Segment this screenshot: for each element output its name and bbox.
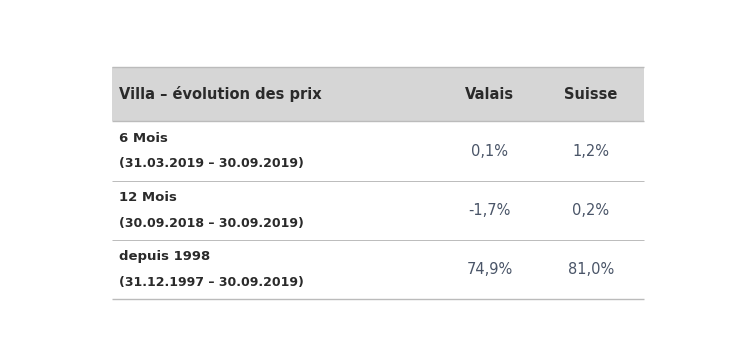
Text: 6 Mois: 6 Mois [119,131,168,144]
Text: 1,2%: 1,2% [573,143,610,159]
Text: Villa – évolution des prix: Villa – évolution des prix [119,86,322,102]
Text: 0,2%: 0,2% [573,202,610,218]
Text: (30.09.2018 – 30.09.2019): (30.09.2018 – 30.09.2019) [119,217,304,230]
Text: 81,0%: 81,0% [568,262,614,277]
Text: 12 Mois: 12 Mois [119,190,177,204]
Text: Suisse: Suisse [565,87,618,102]
Text: 0,1%: 0,1% [472,143,508,159]
Text: -1,7%: -1,7% [469,202,511,218]
Text: Valais: Valais [466,87,514,102]
Text: (31.12.1997 – 30.09.2019): (31.12.1997 – 30.09.2019) [119,276,304,289]
Text: depuis 1998: depuis 1998 [119,250,210,263]
Text: 74,9%: 74,9% [467,262,513,277]
Text: (31.03.2019 – 30.09.2019): (31.03.2019 – 30.09.2019) [119,158,304,171]
